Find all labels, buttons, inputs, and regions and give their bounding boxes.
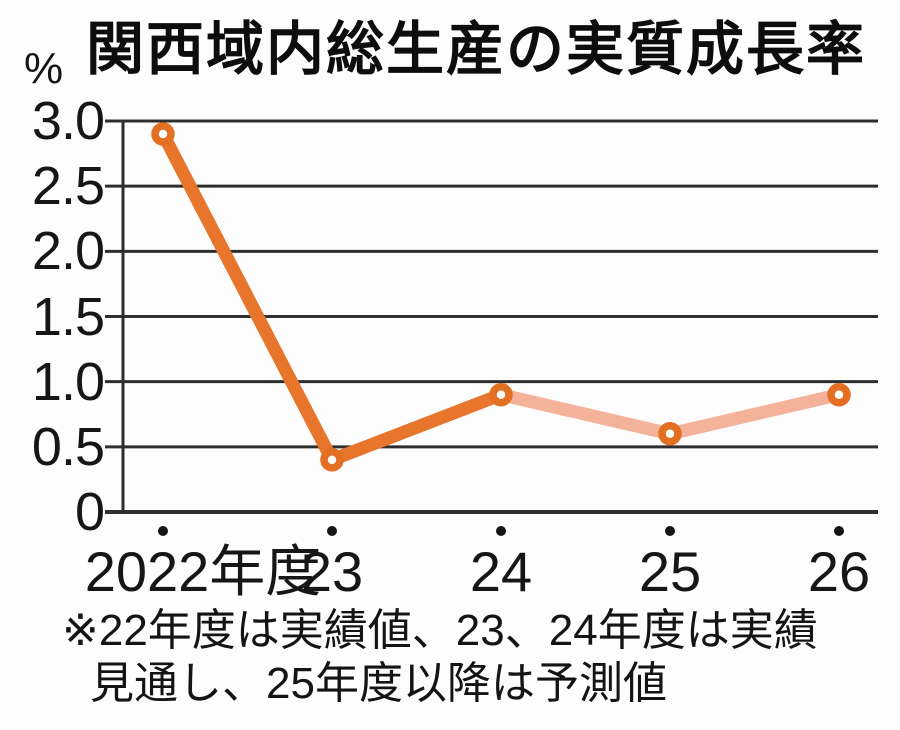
- x-tick-dot: [158, 526, 168, 536]
- data-point-marker: [827, 382, 851, 407]
- y-axis-unit-label: %: [24, 44, 64, 93]
- x-tick-label: 23: [300, 540, 364, 603]
- chart-title: 関西域内総生産の実質成長率: [86, 17, 867, 82]
- footnote-line: ※22年度は実績値、23、24年度は実績: [62, 606, 818, 655]
- chart-footnote: ※22年度は実績値、23、24年度は実績 見通し、25年度以降は予測値: [62, 604, 818, 710]
- x-tick-label: 24: [469, 540, 533, 603]
- x-tick-dot: [834, 526, 844, 536]
- data-point-marker: [489, 382, 513, 407]
- y-tick-label: 1.0: [31, 351, 105, 412]
- x-tick-label: 26: [807, 540, 871, 603]
- x-tick-label: 25: [638, 540, 702, 603]
- y-tick-label: 1.5: [31, 286, 105, 347]
- y-tick-label: 0: [74, 482, 105, 542]
- x-tick-dot: [496, 526, 506, 536]
- series-line-actual: [156, 127, 508, 467]
- data-point-marker: [658, 422, 682, 446]
- y-tick-label: 2.5: [31, 156, 105, 217]
- y-tick-label: 2.0: [31, 221, 105, 282]
- data-point-marker: [151, 122, 175, 146]
- x-tick-label: 2022年度: [84, 540, 322, 603]
- footnote-line: 見通し、25年度以降は予測値: [90, 659, 667, 708]
- x-tick-dot: [327, 526, 337, 536]
- y-tick-label: 0.5: [31, 416, 105, 477]
- y-tick-label: 3.0: [31, 91, 105, 151]
- data-point-marker: [320, 448, 344, 472]
- x-tick-dot: [665, 526, 675, 536]
